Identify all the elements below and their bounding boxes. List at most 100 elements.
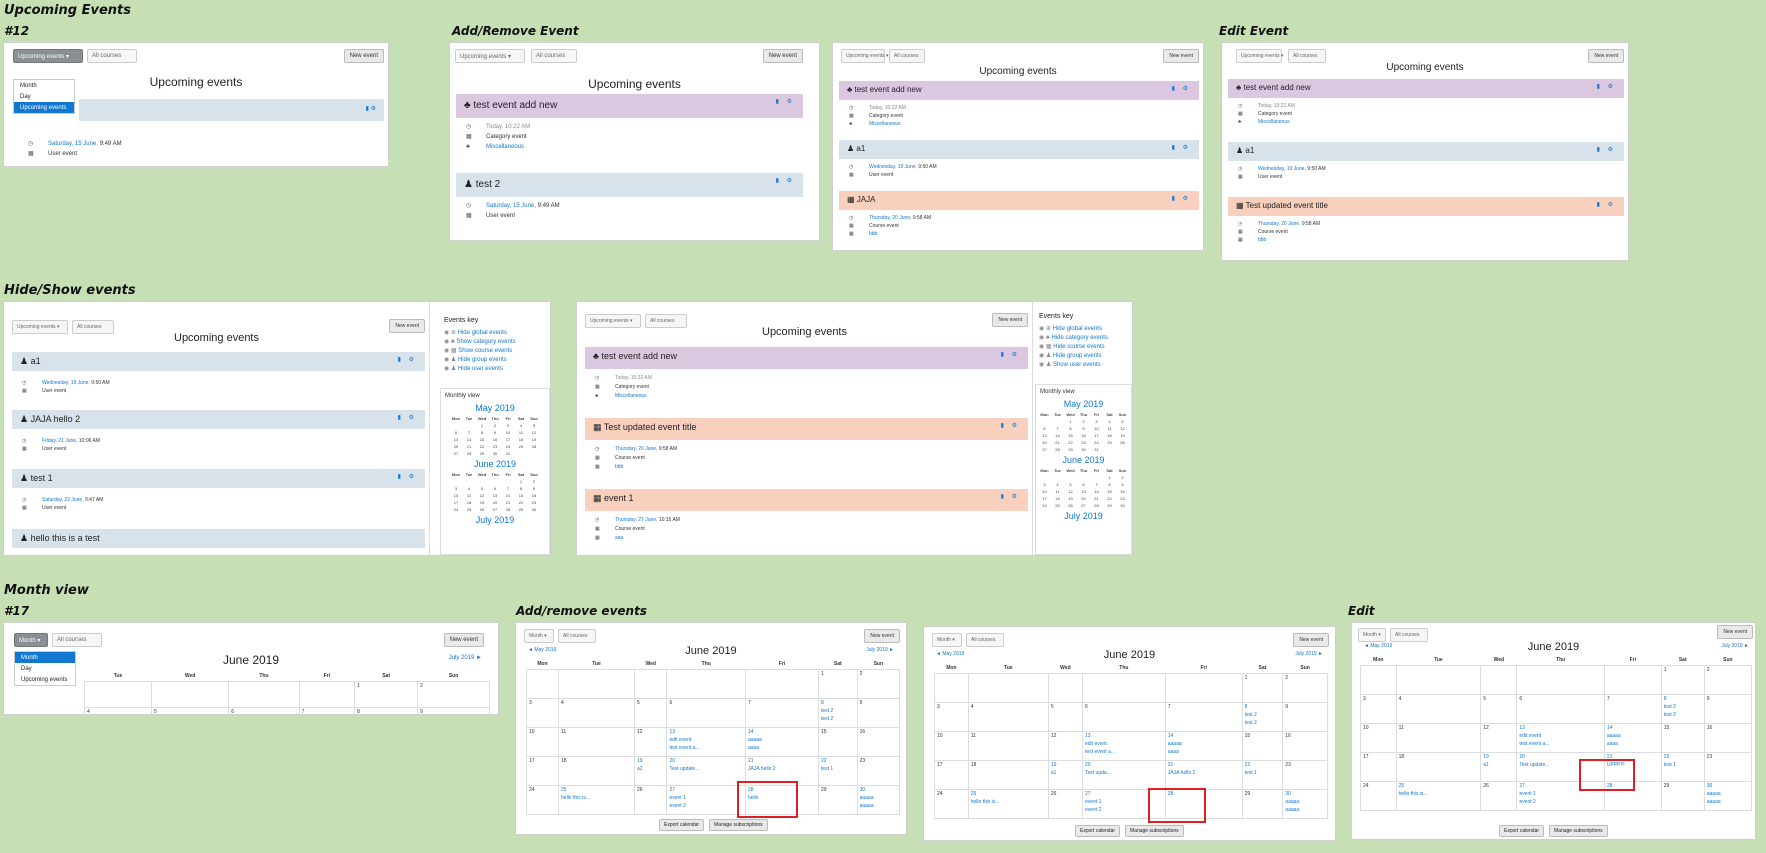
mini-day[interactable]: 24 <box>453 507 459 512</box>
day-cell[interactable] <box>666 669 746 699</box>
day-cell[interactable] <box>1395 665 1482 695</box>
event-title[interactable]: ♟ JAJA hello 2 ▮ ⚙ <box>12 410 425 429</box>
day-cell[interactable]: 22 test 1 <box>1660 752 1705 782</box>
mini-day[interactable]: 23 <box>1120 496 1125 501</box>
day-cell[interactable] <box>1164 673 1243 703</box>
mini-day[interactable]: 1 <box>1069 419 1072 424</box>
event-title[interactable]: ♟ test 2 ▮ ⚙ <box>456 173 803 197</box>
day-cell[interactable]: 29 <box>817 785 858 815</box>
mini-day[interactable] <box>502 478 515 485</box>
mini-day[interactable]: 7 <box>1056 426 1059 431</box>
day-cell[interactable] <box>934 673 969 703</box>
day-cell[interactable]: 6 <box>666 698 746 728</box>
day-cell[interactable]: 14 aaaaa aaaa <box>1603 723 1662 753</box>
edit-delete-icons[interactable]: ▮ ⚙ <box>397 474 417 480</box>
edit-delete-icons[interactable]: ▮ ⚙ <box>1171 145 1191 151</box>
day-cell[interactable]: 3 <box>1360 694 1397 724</box>
calendar-event[interactable]: hello this is... <box>970 799 1000 805</box>
manage-subscriptions-button[interactable]: Manage subscriptions <box>1549 825 1608 837</box>
mini-day[interactable]: 26 <box>479 507 485 512</box>
mini-day[interactable]: 21 <box>505 500 511 505</box>
menu-item-month[interactable]: Month <box>15 652 75 663</box>
day-cell[interactable]: 15 <box>817 727 858 757</box>
calendar-event[interactable]: test 1 <box>1244 770 1257 776</box>
mini-day[interactable]: 12 <box>1120 426 1125 431</box>
mini-day[interactable]: 5 <box>532 423 536 428</box>
day-cell[interactable]: 18 <box>558 756 636 786</box>
calendar-event[interactable]: aaaaa <box>859 795 874 801</box>
day-cell[interactable]: 24 <box>1360 781 1397 811</box>
day-cell[interactable]: 14 aaaaa aaaa <box>1164 731 1243 761</box>
event-title[interactable]: ▦ Test updated event title ▮ ⚙ <box>1228 197 1624 216</box>
mini-day[interactable]: 1 <box>1108 475 1111 480</box>
new-event-button[interactable]: New event <box>762 49 803 63</box>
day-cell[interactable] <box>634 669 668 699</box>
mini-day[interactable]: 2 <box>1121 475 1124 480</box>
day-cell[interactable]: 20 Test update... <box>666 756 746 786</box>
new-event-button[interactable]: New event <box>1293 633 1329 647</box>
next-month-link[interactable]: July 2019 ► <box>866 647 894 653</box>
mini-day[interactable]: 27 <box>1042 447 1047 452</box>
day-cell[interactable]: 23 <box>856 756 901 786</box>
mini-day[interactable]: 7 <box>467 430 471 435</box>
day-cell[interactable]: 4 <box>558 698 636 728</box>
mini-day[interactable]: 4 <box>1056 482 1059 487</box>
mini-day[interactable]: 16 <box>531 493 537 498</box>
mini-day[interactable]: 10 <box>505 430 511 435</box>
day-cell[interactable]: 2 <box>1282 673 1328 703</box>
mini-day[interactable]: 3 <box>1095 419 1098 424</box>
day-cell[interactable] <box>1516 665 1605 695</box>
day-cell[interactable]: 27 event 1 event 2 <box>1082 789 1166 819</box>
mini-day[interactable]: 12 <box>479 493 485 498</box>
day-cell[interactable]: 10 <box>1360 723 1397 753</box>
day-cell[interactable]: 19 a1 <box>1047 760 1084 790</box>
day-cell[interactable]: 8 test 2 test 2 <box>1241 702 1284 732</box>
mini-day[interactable]: 26 <box>531 444 537 449</box>
mini-day[interactable]: 25 <box>1055 503 1060 508</box>
mini-day[interactable]: 28 <box>466 451 472 456</box>
view-select[interactable]: Month ▾ <box>1358 628 1386 642</box>
mini-day[interactable]: 2 <box>493 423 497 428</box>
calendar-event[interactable]: aaaa <box>1167 749 1179 755</box>
day-cell[interactable]: 25 hello this is... <box>1395 781 1482 811</box>
mini-day[interactable]: 13 <box>492 493 498 498</box>
calendar-event[interactable]: test event a... <box>669 745 700 751</box>
mini-day[interactable]: 9 <box>493 430 497 435</box>
day-cell[interactable]: 29 <box>1660 781 1705 811</box>
calendar-event[interactable]: edit event <box>1085 741 1107 747</box>
calendar-event[interactable]: event 1 <box>1519 791 1536 797</box>
view-select[interactable]: Upcoming events ▾ <box>1236 49 1284 63</box>
mini-day[interactable]: 3 <box>1043 482 1046 487</box>
event-title[interactable]: ▦ Test updated event title ▮ ⚙ <box>585 418 1028 440</box>
calendar-event[interactable]: event 2 <box>669 803 686 809</box>
mini-day[interactable]: 25 <box>466 507 472 512</box>
mini-day[interactable]: 4 <box>467 486 471 491</box>
day-cell[interactable]: 3 <box>525 698 560 728</box>
view-select[interactable]: Upcoming events ▾ <box>455 49 525 63</box>
mini-day[interactable]: 30 <box>492 451 498 456</box>
mini-day[interactable] <box>1064 474 1077 481</box>
mini-day[interactable] <box>515 450 528 457</box>
mini-day[interactable]: 30 <box>1081 447 1086 452</box>
day-cell[interactable] <box>1480 665 1518 695</box>
edit-delete-icons[interactable]: ▮ ⚙ <box>1000 352 1020 358</box>
calendar-event[interactable]: test 1 <box>1663 762 1676 768</box>
edit-delete-icons[interactable]: ▮ ⚙ <box>397 415 417 421</box>
prev-month-link[interactable]: ◄ May 2019 <box>1364 643 1393 649</box>
event-header[interactable]: ▮ ⚙ <box>79 99 384 121</box>
day-cell[interactable]: 1 <box>1241 673 1284 703</box>
day-cell[interactable]: 10 <box>525 727 560 757</box>
mini-day[interactable]: 31 <box>1094 447 1099 452</box>
mini-day[interactable]: 18 <box>518 437 524 442</box>
event-title[interactable]: ▦ JAJA ▮ ⚙ <box>839 191 1199 210</box>
mini-day[interactable]: 31 <box>505 451 511 456</box>
mini-day[interactable]: 29 <box>1068 447 1073 452</box>
mini-day[interactable] <box>1038 474 1051 481</box>
calendar-event[interactable]: test 2 <box>820 716 834 722</box>
view-select[interactable]: Upcoming events ▾ <box>841 49 889 63</box>
day-cell[interactable]: 24 <box>525 785 560 815</box>
day-cell[interactable]: 11 <box>558 727 636 757</box>
mini-day[interactable]: 29 <box>479 451 485 456</box>
day-cell[interactable]: 5 <box>634 698 668 728</box>
mini-month-may[interactable]: May 2019 <box>475 403 515 413</box>
